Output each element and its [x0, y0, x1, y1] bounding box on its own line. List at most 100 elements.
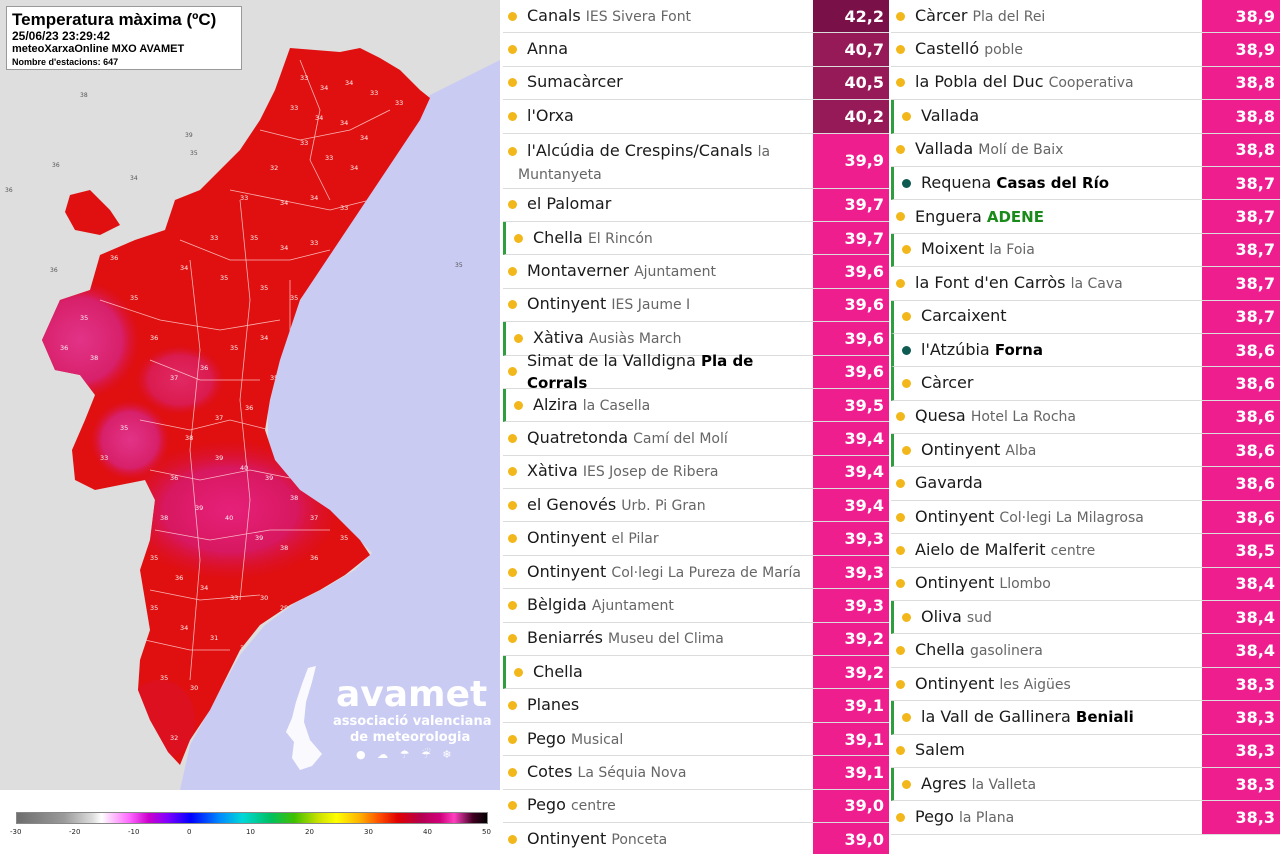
station-name[interactable]: Beniarrés — [527, 628, 603, 648]
station-name[interactable]: la Vall de Gallinera — [921, 707, 1071, 727]
table-row[interactable]: Pego la Plana 38,3 — [891, 801, 1280, 835]
table-row[interactable]: Xàtiva IES Josep de Ribera 39,4 — [503, 455, 889, 490]
table-row[interactable]: Moixent la Foia 38,7 — [891, 233, 1280, 268]
station-name[interactable]: Anna — [527, 39, 569, 59]
table-row[interactable]: Beniarrés Museu del Clima 39,2 — [503, 622, 889, 657]
station-name[interactable]: Ontinyent — [527, 294, 607, 314]
station-name[interactable]: Alzira — [533, 394, 578, 414]
table-row[interactable]: Carcaixent 38,7 — [891, 300, 1280, 334]
table-row[interactable]: Requena Casas del Río 38,7 — [891, 166, 1280, 201]
table-row[interactable]: l'Atzúbia Forna 38,6 — [891, 333, 1280, 368]
table-row[interactable]: l'Alcúdia de Crespins/Canals la Muntanye… — [503, 133, 889, 189]
station-name[interactable]: Chella — [533, 661, 583, 681]
table-row[interactable]: Pego Musical 39,1 — [503, 722, 889, 757]
station-name[interactable]: Ontinyent — [527, 528, 607, 548]
table-row[interactable]: Càrcer 38,6 — [891, 367, 1280, 401]
station-name[interactable]: Ontinyent — [915, 506, 995, 526]
station-name[interactable]: l'Alcúdia de Crespins/Canals — [527, 140, 753, 160]
station-name[interactable]: l'Atzúbia — [921, 340, 990, 360]
station-name[interactable]: Quesa — [915, 406, 966, 426]
table-row[interactable]: el Palomar 39,7 — [503, 188, 889, 222]
station-name[interactable]: Pego — [527, 795, 566, 815]
station-name[interactable]: Salem — [915, 740, 965, 760]
table-row[interactable]: Anna 40,7 — [503, 33, 889, 67]
station-name[interactable]: Ontinyent — [915, 573, 995, 593]
station-name[interactable]: Pego — [915, 807, 954, 827]
station-name[interactable]: el Genovés — [527, 494, 617, 514]
table-row[interactable]: l'Orxa 40,2 — [503, 100, 889, 134]
station-name[interactable]: Moixent — [921, 239, 985, 259]
table-row[interactable]: Ontinyent IES Jaume I 39,6 — [503, 288, 889, 323]
station-name[interactable]: Simat de la Valldigna — [527, 350, 696, 370]
table-row[interactable]: Chella gasolinera 38,4 — [891, 634, 1280, 668]
table-row[interactable]: Montaverner Ajuntament 39,6 — [503, 255, 889, 289]
station-name[interactable]: Vallada — [915, 139, 974, 159]
station-name[interactable]: Requena — [921, 173, 992, 193]
table-row[interactable]: Castelló poble 38,9 — [891, 33, 1280, 67]
table-row[interactable]: la Vall de Gallinera Beniali 38,3 — [891, 701, 1280, 735]
station-name[interactable]: la Font d'en Carròs — [915, 272, 1066, 292]
table-row[interactable]: Pego centre 39,0 — [503, 789, 889, 823]
station-name[interactable]: Càrcer — [915, 5, 968, 25]
station-name[interactable]: Pego — [527, 728, 566, 748]
station-name[interactable]: Planes — [527, 695, 580, 715]
station-name[interactable]: Xàtiva — [533, 327, 584, 347]
station-name[interactable]: Cotes — [527, 761, 573, 781]
table-row[interactable]: Ontinyent Ponceta 39,0 — [503, 822, 889, 854]
table-row[interactable]: Simat de la Valldigna Pla de Corrals 39,6 — [503, 351, 889, 392]
station-name[interactable]: Càrcer — [921, 372, 974, 392]
table-row[interactable]: Alzira la Casella 39,5 — [503, 388, 889, 423]
table-row[interactable]: Agres la Valleta 38,3 — [891, 767, 1280, 802]
station-name[interactable]: Quatretonda — [527, 427, 629, 447]
station-name[interactable]: Carcaixent — [921, 306, 1007, 326]
station-name[interactable]: Xàtiva — [527, 461, 578, 481]
station-name[interactable]: Bèlgida — [527, 594, 587, 614]
table-row[interactable]: Cotes La Séquia Nova 39,1 — [503, 756, 889, 790]
station-name[interactable]: Vallada — [921, 105, 980, 125]
table-row[interactable]: Ontinyent les Aigües 38,3 — [891, 667, 1280, 702]
station-name[interactable]: Ontinyent — [915, 673, 995, 693]
table-row[interactable]: la Font d'en Carròs la Cava 38,7 — [891, 267, 1280, 301]
table-row[interactable]: Oliva sud 38,4 — [891, 601, 1280, 635]
station-name[interactable]: l'Orxa — [527, 105, 574, 125]
station-name[interactable]: Ontinyent — [527, 561, 607, 581]
station-name[interactable]: Montaverner — [527, 261, 629, 281]
table-row[interactable]: Ontinyent Col·legi La Milagrosa 38,6 — [891, 500, 1280, 535]
table-row[interactable]: Quesa Hotel La Rocha 38,6 — [891, 400, 1280, 435]
table-row[interactable]: Gavarda 38,6 — [891, 467, 1280, 501]
table-row[interactable]: Canals IES Sivera Font 42,2 — [503, 0, 889, 34]
station-name[interactable]: Agres — [921, 773, 967, 793]
table-row[interactable]: Aielo de Malferit centre 38,5 — [891, 534, 1280, 568]
table-row[interactable]: Sumacàrcer 40,5 — [503, 66, 889, 101]
station-name[interactable]: Ontinyent — [921, 439, 1001, 459]
table-row[interactable]: Planes 39,1 — [503, 689, 889, 723]
station-name[interactable]: Canals — [527, 5, 581, 25]
station-name[interactable]: Enguera — [915, 206, 982, 226]
table-row[interactable]: Ontinyent Alba 38,6 — [891, 434, 1280, 468]
station-name[interactable]: Aielo de Malferit — [915, 539, 1046, 559]
station-name[interactable]: Gavarda — [915, 473, 983, 493]
table-row[interactable]: Enguera ADENE 38,7 — [891, 200, 1280, 234]
station-name[interactable]: Chella — [533, 227, 583, 247]
station-name[interactable]: Oliva — [921, 606, 962, 626]
station-name[interactable]: Sumacàrcer — [527, 72, 623, 92]
table-row[interactable]: Ontinyent Col·legi La Pureza de María 39,… — [503, 555, 889, 590]
station-name[interactable]: la Pobla del Duc — [915, 72, 1044, 92]
station-name[interactable]: Chella — [915, 640, 965, 660]
table-row[interactable]: Càrcer Pla del Rei 38,9 — [891, 0, 1280, 34]
table-row[interactable]: Ontinyent el Pilar 39,3 — [503, 522, 889, 556]
table-row[interactable]: Chella 39,2 — [503, 656, 889, 690]
table-row[interactable]: Vallada Molí de Baix 38,8 — [891, 133, 1280, 167]
table-row[interactable]: Salem 38,3 — [891, 734, 1280, 768]
table-row[interactable]: Chella El Rincón 39,7 — [503, 221, 889, 256]
station-name[interactable]: Castelló — [915, 39, 980, 59]
table-row[interactable]: Vallada 38,8 — [891, 100, 1280, 134]
table-row[interactable]: Xàtiva Ausiàs March 39,6 — [503, 322, 889, 356]
table-row[interactable]: Ontinyent Llombo 38,4 — [891, 567, 1280, 602]
station-name[interactable]: Ontinyent — [527, 828, 607, 848]
table-row[interactable]: la Pobla del Duc Cooperativa 38,8 — [891, 66, 1280, 101]
station-name[interactable]: el Palomar — [527, 194, 612, 214]
table-row[interactable]: Bèlgida Ajuntament 39,3 — [503, 589, 889, 623]
table-row[interactable]: Quatretonda Camí del Molí 39,4 — [503, 422, 889, 456]
table-row[interactable]: el Genovés Urb. Pi Gran 39,4 — [503, 489, 889, 523]
